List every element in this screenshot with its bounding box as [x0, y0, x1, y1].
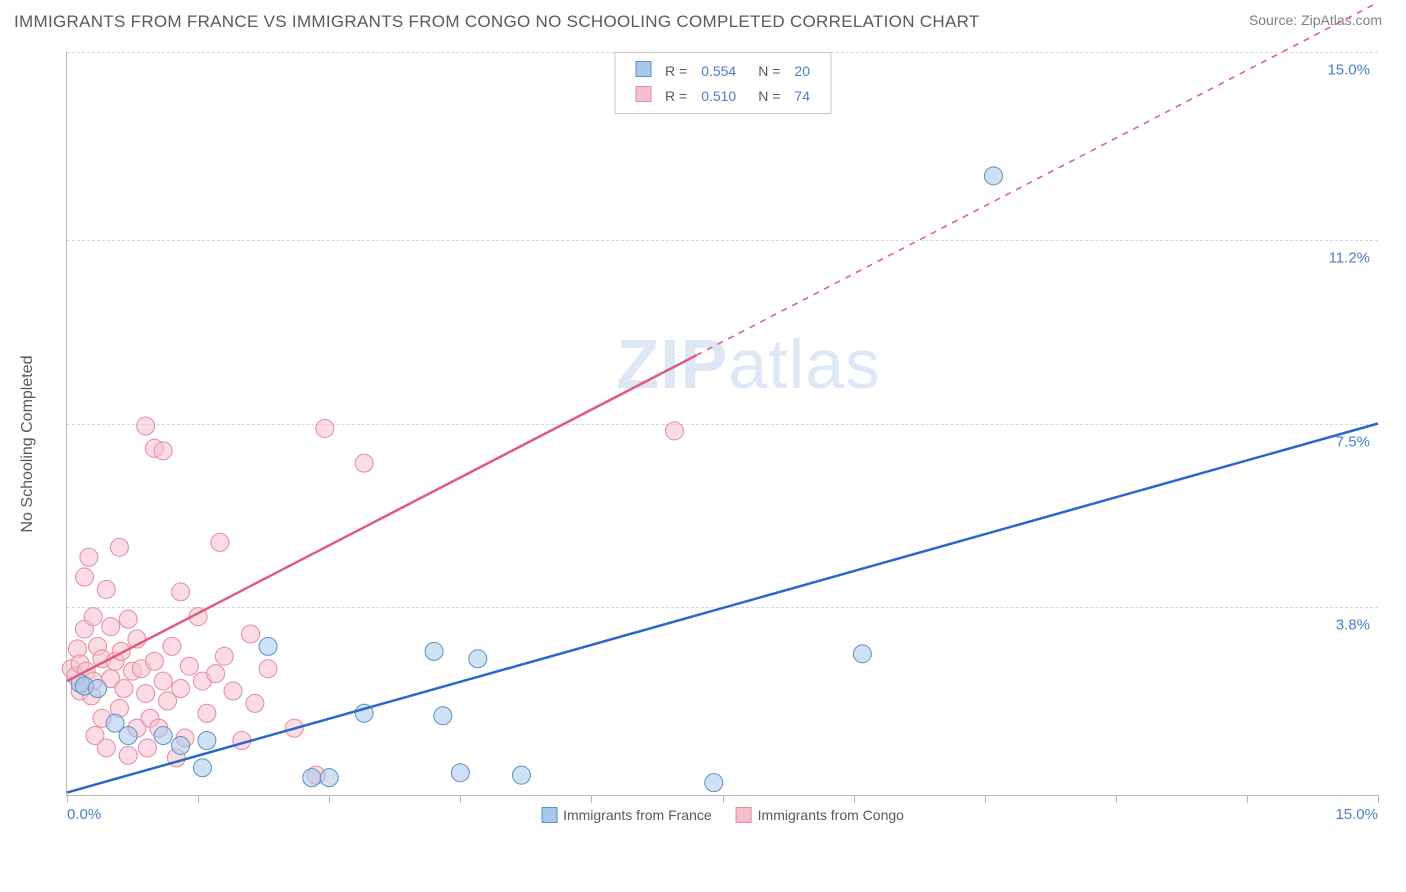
data-point [119, 610, 137, 628]
data-point [469, 650, 487, 668]
data-point [172, 680, 190, 698]
data-point [80, 548, 98, 566]
data-point [172, 583, 190, 601]
data-point [355, 454, 373, 472]
data-point [115, 680, 133, 698]
data-point [303, 769, 321, 787]
plot-svg [67, 52, 1378, 795]
legend-r-label: R = [659, 59, 693, 82]
legend-label: Immigrants from France [563, 807, 712, 823]
data-point [451, 764, 469, 782]
plot-area: ZIPatlas R =0.554N =20R =0.510N =74 Immi… [66, 52, 1378, 796]
data-point [97, 580, 115, 598]
data-point [137, 417, 155, 435]
source-attribution: Source: ZipAtlas.com [1249, 12, 1382, 28]
data-point [97, 739, 115, 757]
legend-n-value: 74 [788, 84, 816, 107]
legend-swatch [635, 61, 651, 77]
legend-swatch [541, 807, 557, 823]
data-point [119, 746, 137, 764]
data-point [984, 167, 1002, 185]
x-tick [198, 795, 199, 803]
x-tick [460, 795, 461, 803]
data-point [320, 769, 338, 787]
legend-r-label: R = [659, 84, 693, 107]
legend-item: Immigrants from France [541, 807, 712, 823]
data-point [89, 680, 107, 698]
data-point [154, 672, 172, 690]
data-point [119, 727, 137, 745]
series-legend: Immigrants from France Immigrants from Co… [541, 807, 904, 823]
data-point [665, 422, 683, 440]
chart-title: IMMIGRANTS FROM FRANCE VS IMMIGRANTS FRO… [14, 12, 980, 32]
data-point [137, 684, 155, 702]
data-point [224, 682, 242, 700]
x-tick-label: 0.0% [67, 806, 101, 823]
correlation-legend: R =0.554N =20 R =0.510N =74 [614, 52, 831, 114]
data-point [110, 538, 128, 556]
x-tick [1378, 795, 1379, 803]
legend-n-label: N = [744, 84, 786, 107]
legend-n-label: N = [744, 59, 786, 82]
chart-container: No Schooling Completed ZIPatlas R =0.554… [38, 44, 1388, 844]
data-point [198, 732, 216, 750]
x-tick [591, 795, 592, 803]
data-point [102, 618, 120, 636]
data-point [259, 637, 277, 655]
data-point [853, 645, 871, 663]
data-point [75, 568, 93, 586]
x-tick [329, 795, 330, 803]
data-point [163, 637, 181, 655]
data-point [193, 759, 211, 777]
x-tick [67, 795, 68, 803]
data-point [246, 694, 264, 712]
legend-n-value: 20 [788, 59, 816, 82]
x-tick [985, 795, 986, 803]
data-point [211, 533, 229, 551]
data-point [207, 665, 225, 683]
data-point [259, 660, 277, 678]
data-point [154, 727, 172, 745]
data-point [154, 442, 172, 460]
legend-r-value: 0.510 [695, 84, 742, 107]
x-tick [1116, 795, 1117, 803]
data-point [242, 625, 260, 643]
data-point [84, 608, 102, 626]
data-point [434, 707, 452, 725]
x-tick [854, 795, 855, 803]
x-tick [1247, 795, 1248, 803]
legend-swatch [635, 86, 651, 102]
data-point [180, 657, 198, 675]
data-point [172, 736, 190, 754]
data-point [198, 704, 216, 722]
legend-label: Immigrants from Congo [758, 807, 904, 823]
trend-line [67, 424, 1378, 793]
data-point [215, 647, 233, 665]
data-point [425, 642, 443, 660]
data-point [138, 739, 156, 757]
data-point [145, 652, 163, 670]
trend-line [67, 355, 696, 681]
data-point [512, 766, 530, 784]
data-point [705, 774, 723, 792]
x-tick-label: 15.0% [1335, 806, 1378, 823]
x-tick [723, 795, 724, 803]
legend-swatch [736, 807, 752, 823]
y-axis-label: No Schooling Completed [19, 356, 37, 533]
legend-item: Immigrants from Congo [736, 807, 904, 823]
legend-r-value: 0.554 [695, 59, 742, 82]
data-point [316, 419, 334, 437]
